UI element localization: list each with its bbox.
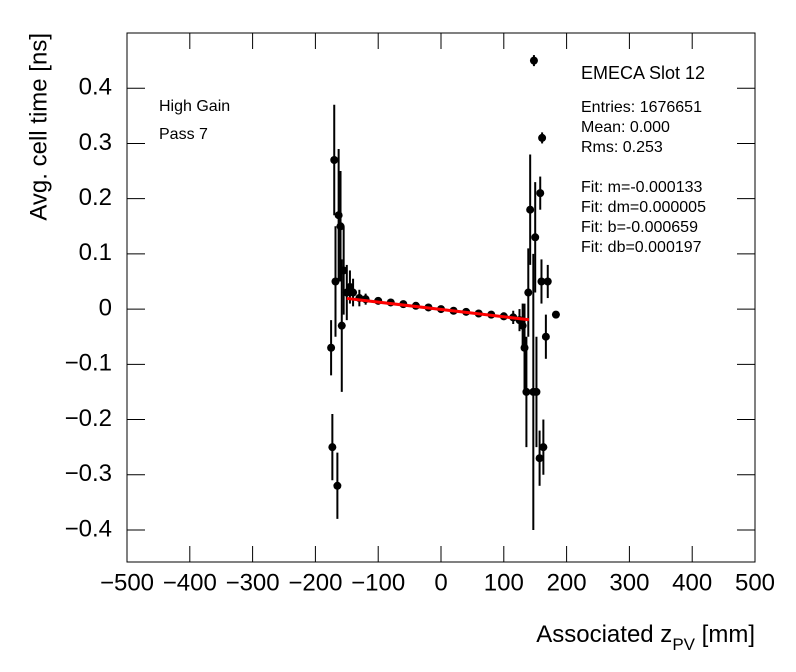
y-tick-label: 0	[99, 294, 112, 321]
y-tick-label: 0.1	[79, 239, 112, 266]
x-tick-label: 100	[484, 569, 524, 596]
data-point	[328, 443, 337, 452]
data-point	[349, 288, 358, 297]
data-point	[339, 266, 348, 275]
data-point	[543, 277, 552, 286]
x-tick-label: −400	[163, 569, 217, 596]
data-point	[551, 310, 560, 319]
x-label-main: Associated z	[536, 621, 672, 648]
data-point	[526, 205, 535, 214]
stats-line: Rms: 0.253	[581, 139, 663, 156]
data-point	[541, 332, 550, 341]
data-point	[532, 387, 541, 396]
x-tick-label: 300	[609, 569, 649, 596]
x-label-sub: PV	[672, 635, 695, 654]
data-point	[538, 133, 547, 142]
data-point	[333, 481, 342, 490]
x-tick-label: −200	[288, 569, 342, 596]
data-point	[537, 277, 546, 286]
x-tick-label: −100	[351, 569, 405, 596]
fit-line	[346, 296, 530, 322]
data-point	[531, 233, 540, 242]
data-point	[331, 277, 340, 286]
data-point	[327, 343, 336, 352]
annotation: Pass 7	[159, 126, 208, 143]
y-tick-label: 0.3	[79, 129, 112, 156]
x-tick-label: 0	[434, 569, 447, 596]
stats-line: Entries: 1676651	[581, 99, 702, 116]
x-tick-label: 200	[547, 569, 587, 596]
y-axis-label: Avg. cell time [ns]	[25, 33, 52, 221]
data-point	[336, 222, 345, 231]
x-tick-label: 500	[735, 569, 775, 596]
data-point	[330, 156, 339, 165]
y-tick-label: −0.4	[65, 515, 112, 542]
x-axis-label: Associated zPV [mm]	[536, 621, 755, 654]
fit-line-text: Fit: m=-0.000133	[581, 179, 703, 196]
fit-line-text: Fit: dm=0.000005	[581, 199, 706, 216]
data-point	[536, 189, 545, 198]
x-tick-label: −300	[226, 569, 280, 596]
y-tick-label: −0.3	[65, 460, 112, 487]
y-tick-label: 0.2	[79, 184, 112, 211]
x-tick-label: −500	[100, 569, 154, 596]
fit-line-text: Fit: db=0.000197	[581, 239, 702, 256]
data-point	[524, 288, 533, 297]
data-point	[529, 56, 538, 65]
data-point	[522, 387, 531, 396]
data-point	[539, 443, 548, 452]
y-tick-label: 0.4	[79, 74, 112, 101]
stats-title: EMECA Slot 12	[581, 63, 705, 83]
data-point	[337, 321, 346, 330]
stats-line: Mean: 0.000	[581, 119, 670, 136]
x-tick-label: 400	[672, 569, 712, 596]
annotation: High Gain	[159, 98, 230, 115]
x-label-unit: [mm]	[695, 621, 755, 648]
data-point	[535, 454, 544, 463]
y-tick-label: −0.2	[65, 405, 112, 432]
y-tick-label: −0.1	[65, 350, 112, 377]
fit-line-text: Fit: b=-0.000659	[581, 219, 698, 236]
